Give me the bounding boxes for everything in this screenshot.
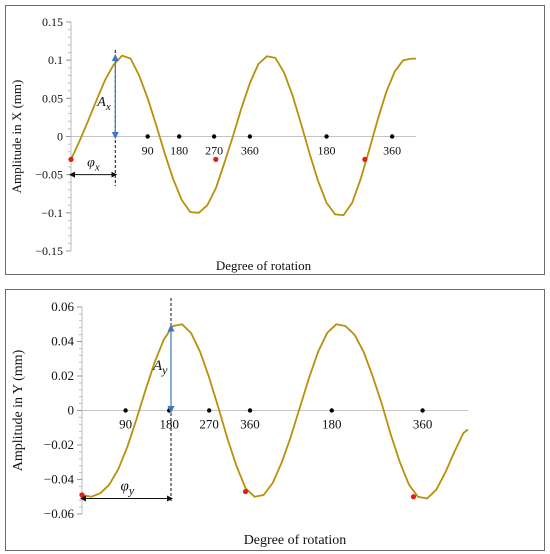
y-axis-title: Amplitude in X (mm) xyxy=(9,80,24,194)
axis-marker-label: 360 xyxy=(240,417,260,432)
series-line xyxy=(70,54,416,217)
y-tick-label: 0.06 xyxy=(51,299,74,314)
y-tick-label: 0 xyxy=(57,130,63,144)
highlight-point xyxy=(213,156,219,162)
axis-marker-label: 270 xyxy=(205,144,223,158)
phase-label: φy xyxy=(121,478,135,497)
highlight-point xyxy=(410,494,417,500)
axis-marker-dot xyxy=(123,408,128,413)
y-tick-label: −0.15 xyxy=(35,244,63,258)
highlight-point xyxy=(68,156,74,162)
axis-marker-dot xyxy=(247,408,253,413)
axis-marker-dot xyxy=(329,408,334,413)
highlight-point xyxy=(79,492,85,498)
y-tick-label: 0.15 xyxy=(42,15,63,29)
y-tick-label: −0.04 xyxy=(44,472,75,487)
axis-marker-dot xyxy=(145,134,150,139)
chart-panel-x: 0.15 0.1 0.05 0 −0.05 −0.1 −0.15 90 180 270 360 180… xyxy=(5,5,545,275)
axis-marker-dot xyxy=(389,134,395,139)
y-tick-label: 0.1 xyxy=(48,53,63,67)
axis-marker-label: 180 xyxy=(318,144,336,158)
series-line xyxy=(81,323,469,500)
y-tick-label: −0.05 xyxy=(35,168,63,182)
y-tick-label: 0.04 xyxy=(51,334,74,349)
axis-marker-label: 90 xyxy=(142,144,154,158)
amplitude-label: Ay xyxy=(152,358,168,377)
axis-marker-label: 90 xyxy=(119,417,132,432)
axis-marker-dot xyxy=(176,134,182,139)
axis-marker-label: 360 xyxy=(383,144,401,158)
highlight-point xyxy=(242,488,249,495)
y-tick-label: −0.02 xyxy=(44,437,74,452)
axis-marker-dot xyxy=(324,134,329,139)
axis-marker-dot xyxy=(420,408,425,413)
highlight-point xyxy=(362,156,368,162)
amplitude-label: Ax xyxy=(96,95,111,113)
axis-marker-dot xyxy=(206,408,212,413)
y-tick-label: 0.02 xyxy=(51,368,74,383)
amplitude-y-chart: 0.06 0.04 0.02 0 −0.02 −0.04 −0.06 90 180 270 360 1… xyxy=(11,298,469,548)
y-tick-label: −0.06 xyxy=(44,506,75,521)
axis-marker-label: 180 xyxy=(159,417,179,432)
amplitude-x-chart: 0.15 0.1 0.05 0 −0.05 −0.1 −0.15 90 180 270 360 180… xyxy=(9,15,416,273)
y-axis-title: Amplitude in Y (mm) xyxy=(11,349,26,471)
x-axis-title: Degree of rotation xyxy=(244,533,347,548)
axis-marker-label: 180 xyxy=(170,144,188,158)
y-tick-label: 0.05 xyxy=(42,91,63,105)
phase-label: φx xyxy=(87,156,100,174)
y-tick-label: 0 xyxy=(68,403,75,418)
chart-panel-y: 0.06 0.04 0.02 0 −0.02 −0.04 −0.06 90 180 270 360 1… xyxy=(5,289,545,551)
x-axis-title: Degree of rotation xyxy=(216,258,312,273)
y-tick-label: −0.1 xyxy=(41,206,63,220)
axis-marker-dot xyxy=(211,134,217,139)
axis-marker-label: 360 xyxy=(241,144,259,158)
axis-marker-label: 360 xyxy=(413,417,433,432)
axis-marker-dot xyxy=(247,134,253,139)
axis-marker-label: 180 xyxy=(322,417,342,432)
axis-marker-label: 270 xyxy=(199,417,219,432)
